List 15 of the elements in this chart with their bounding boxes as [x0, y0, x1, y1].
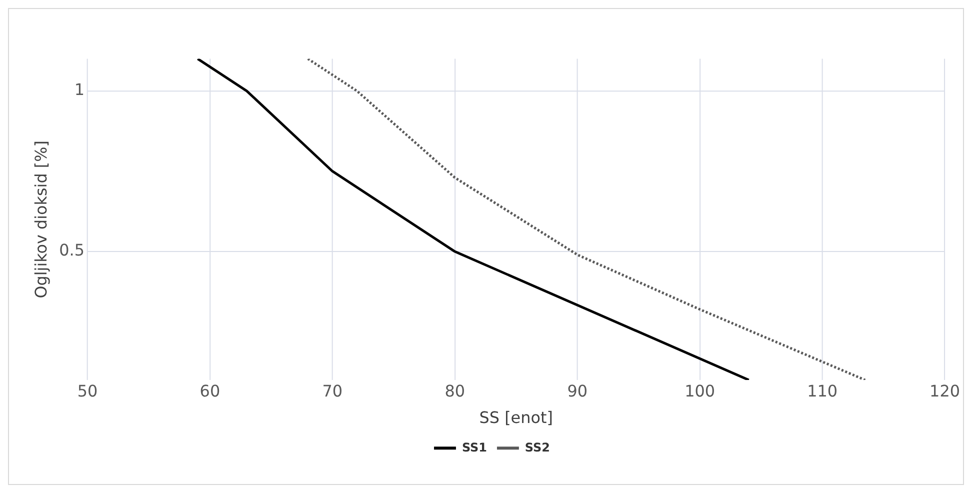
y-tick-label: 0.5 — [59, 240, 84, 260]
y-tick-label: 1 — [74, 80, 84, 100]
legend-label: SS2 — [524, 440, 550, 454]
line-series — [306, 58, 866, 380]
x-tick-label: 110 — [807, 382, 838, 401]
x-axis-title: SS [enot] — [479, 408, 553, 427]
legend-label: SS1 — [462, 440, 487, 454]
x-tick-label: 90 — [567, 382, 588, 401]
x-tick-label: 50 — [77, 382, 98, 401]
y-axis-title: Ogljikov dioksid [%] — [32, 140, 51, 298]
x-tick-label: 100 — [684, 382, 716, 401]
x-tick-label: 60 — [200, 382, 220, 401]
x-tick-label: 70 — [322, 382, 343, 401]
x-tick-label: 120 — [930, 382, 960, 401]
x-tick-label: 80 — [444, 382, 466, 401]
